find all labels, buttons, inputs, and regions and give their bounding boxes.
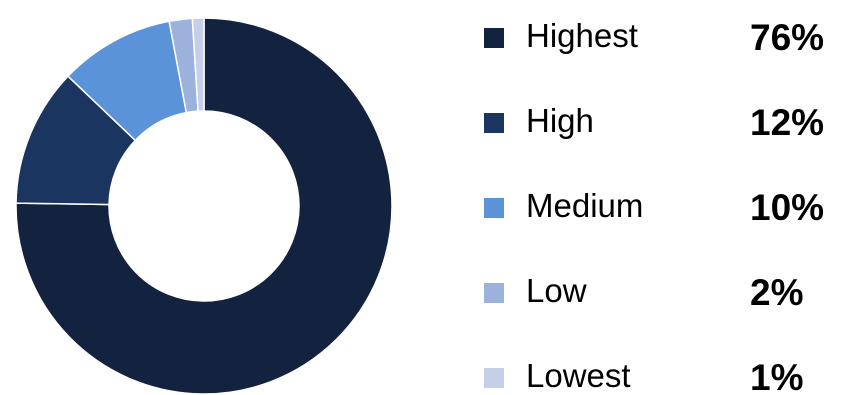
donut-plot [15, 17, 393, 395]
legend-swatch [484, 368, 504, 388]
donut-slice-highest [15, 17, 393, 395]
legend-swatch [484, 283, 504, 303]
legend-value: 10% [750, 187, 825, 228]
donut-slice-lowest [191, 17, 205, 112]
legend-item-highest: Highest 76% [484, 6, 845, 66]
legend-swatch [484, 113, 504, 133]
legend-label: Lowest [526, 357, 631, 394]
legend-value: 2% [750, 272, 804, 313]
legend-item-high: High 12% [484, 91, 845, 151]
legend-label: Medium [526, 187, 644, 224]
legend-swatch [484, 28, 504, 48]
legend-value: 1% [750, 357, 804, 395]
legend-item-medium: Medium 10% [484, 176, 845, 236]
chart-legend: Highest 76% High 12% Medium 10% Low 2% Lowest 1% [484, 0, 845, 395]
legend-swatch [484, 198, 504, 218]
legend-label: Highest [526, 17, 638, 54]
legend-value: 12% [750, 102, 825, 143]
legend-item-lowest: Lowest 1% [484, 346, 845, 395]
legend-item-low: Low 2% [484, 261, 845, 321]
legend-label: Low [526, 272, 587, 309]
legend-label: High [526, 102, 594, 139]
legend-value: 76% [750, 17, 825, 58]
